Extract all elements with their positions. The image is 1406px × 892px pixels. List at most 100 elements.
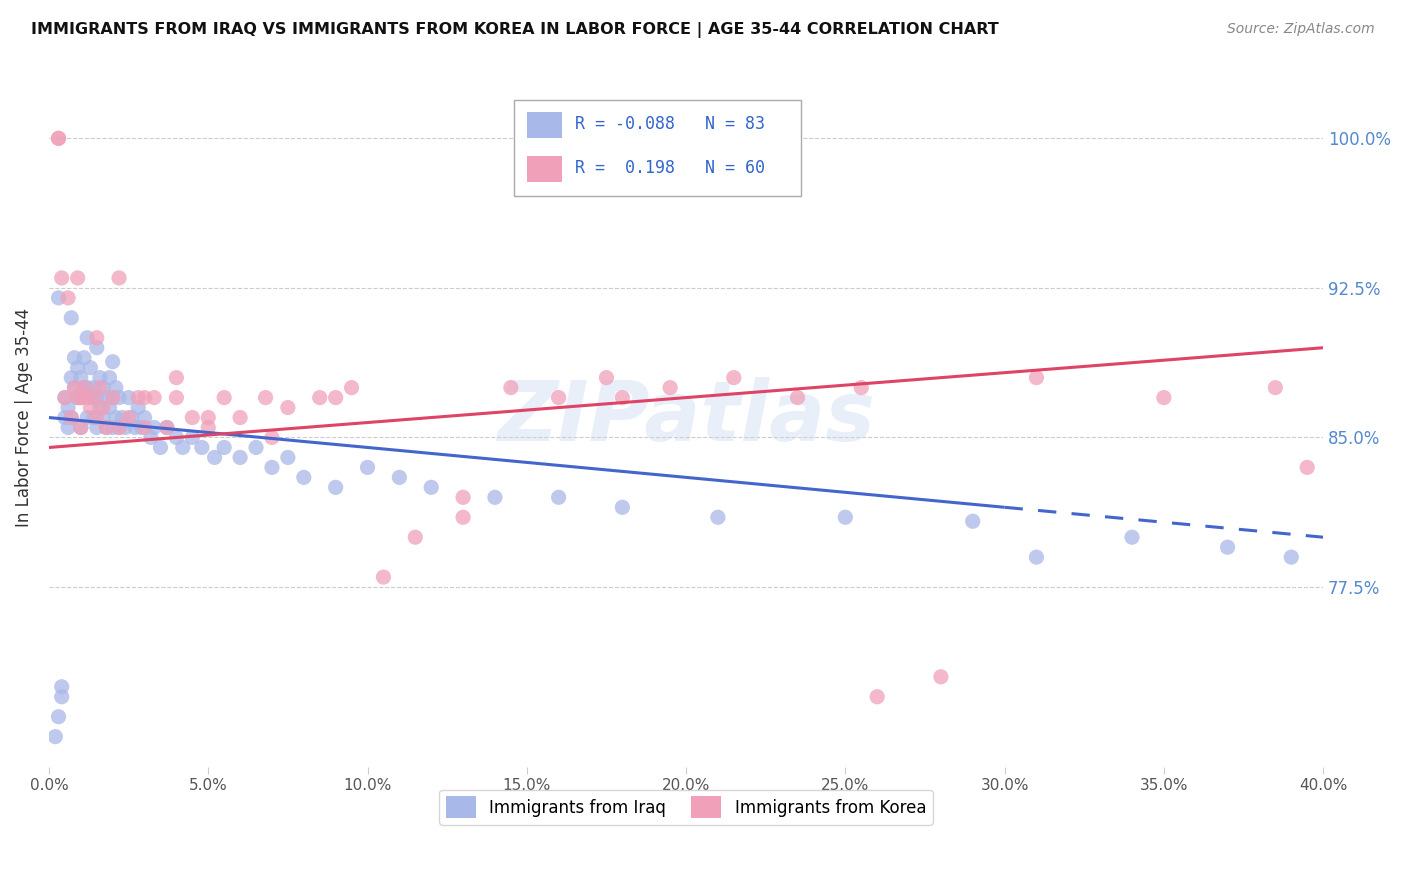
Point bbox=[451, 491, 474, 505]
Point bbox=[1025, 550, 1047, 565]
Point bbox=[156, 420, 179, 434]
Point bbox=[165, 370, 187, 384]
Point bbox=[172, 441, 194, 455]
Point bbox=[229, 410, 252, 425]
Point bbox=[53, 391, 76, 405]
Point bbox=[56, 420, 79, 434]
Point bbox=[79, 391, 101, 405]
Point bbox=[66, 391, 89, 405]
Point bbox=[156, 420, 179, 434]
Point bbox=[91, 401, 114, 415]
Point bbox=[114, 420, 136, 434]
Text: R = -0.088   N = 83: R = -0.088 N = 83 bbox=[575, 115, 765, 134]
Point bbox=[212, 441, 235, 455]
Point bbox=[104, 410, 127, 425]
Point bbox=[308, 391, 330, 405]
Point bbox=[91, 381, 114, 395]
Point bbox=[786, 391, 808, 405]
Point bbox=[197, 420, 219, 434]
Point bbox=[111, 410, 134, 425]
Point bbox=[707, 510, 730, 524]
Point bbox=[127, 391, 149, 405]
Text: ZIPatlas: ZIPatlas bbox=[498, 377, 875, 458]
Point bbox=[60, 310, 83, 325]
Point bbox=[451, 510, 474, 524]
Point bbox=[866, 690, 889, 704]
Point bbox=[76, 391, 98, 405]
Point bbox=[499, 381, 522, 395]
Point bbox=[547, 391, 569, 405]
Point bbox=[929, 670, 952, 684]
Point bbox=[134, 420, 156, 434]
Point bbox=[356, 460, 378, 475]
Point bbox=[659, 381, 682, 395]
Point bbox=[60, 410, 83, 425]
Point bbox=[612, 500, 634, 515]
Point bbox=[66, 391, 89, 405]
Point bbox=[101, 354, 124, 368]
Point bbox=[89, 401, 111, 415]
Point bbox=[260, 430, 283, 444]
Point bbox=[91, 410, 114, 425]
Text: R =  0.198   N = 60: R = 0.198 N = 60 bbox=[575, 160, 765, 178]
Point bbox=[191, 441, 214, 455]
Point bbox=[96, 420, 118, 434]
Point bbox=[1279, 550, 1302, 565]
Legend: Immigrants from Iraq, Immigrants from Korea: Immigrants from Iraq, Immigrants from Ko… bbox=[439, 789, 932, 824]
Point bbox=[96, 420, 118, 434]
Point bbox=[73, 381, 96, 395]
Point bbox=[89, 370, 111, 384]
Point bbox=[98, 401, 121, 415]
Point bbox=[76, 381, 98, 395]
Point bbox=[53, 391, 76, 405]
Point bbox=[121, 410, 143, 425]
Point bbox=[595, 370, 617, 384]
Point bbox=[420, 480, 443, 494]
Point bbox=[44, 730, 66, 744]
Point bbox=[86, 391, 108, 405]
Text: Source: ZipAtlas.com: Source: ZipAtlas.com bbox=[1227, 22, 1375, 37]
Point bbox=[86, 341, 108, 355]
Point bbox=[851, 381, 873, 395]
Point bbox=[117, 391, 139, 405]
Point bbox=[83, 381, 105, 395]
Point bbox=[117, 410, 139, 425]
Point bbox=[69, 370, 91, 384]
Point bbox=[63, 381, 86, 395]
Point bbox=[66, 360, 89, 375]
Point bbox=[86, 331, 108, 345]
Point bbox=[1153, 391, 1175, 405]
Point bbox=[1121, 530, 1143, 544]
Point bbox=[277, 401, 299, 415]
Point bbox=[962, 514, 984, 528]
Point bbox=[79, 360, 101, 375]
Point bbox=[131, 420, 153, 434]
Point bbox=[124, 420, 146, 434]
Point bbox=[149, 441, 172, 455]
Point bbox=[69, 391, 91, 405]
Y-axis label: In Labor Force | Age 35-44: In Labor Force | Age 35-44 bbox=[15, 308, 32, 527]
Point bbox=[108, 420, 131, 434]
Point bbox=[292, 470, 315, 484]
Point bbox=[404, 530, 426, 544]
Point bbox=[834, 510, 856, 524]
Point bbox=[63, 351, 86, 365]
Point bbox=[48, 291, 70, 305]
Point bbox=[127, 401, 149, 415]
FancyBboxPatch shape bbox=[527, 156, 562, 182]
Point bbox=[104, 381, 127, 395]
Point bbox=[108, 391, 131, 405]
Point bbox=[165, 430, 187, 444]
Point bbox=[181, 410, 204, 425]
Point bbox=[60, 370, 83, 384]
Point bbox=[108, 271, 131, 285]
Point bbox=[66, 271, 89, 285]
Point bbox=[83, 391, 105, 405]
Point bbox=[340, 381, 363, 395]
Point bbox=[212, 391, 235, 405]
Point bbox=[101, 391, 124, 405]
Point bbox=[86, 410, 108, 425]
Point bbox=[143, 420, 166, 434]
Point bbox=[260, 460, 283, 475]
FancyBboxPatch shape bbox=[527, 112, 562, 138]
